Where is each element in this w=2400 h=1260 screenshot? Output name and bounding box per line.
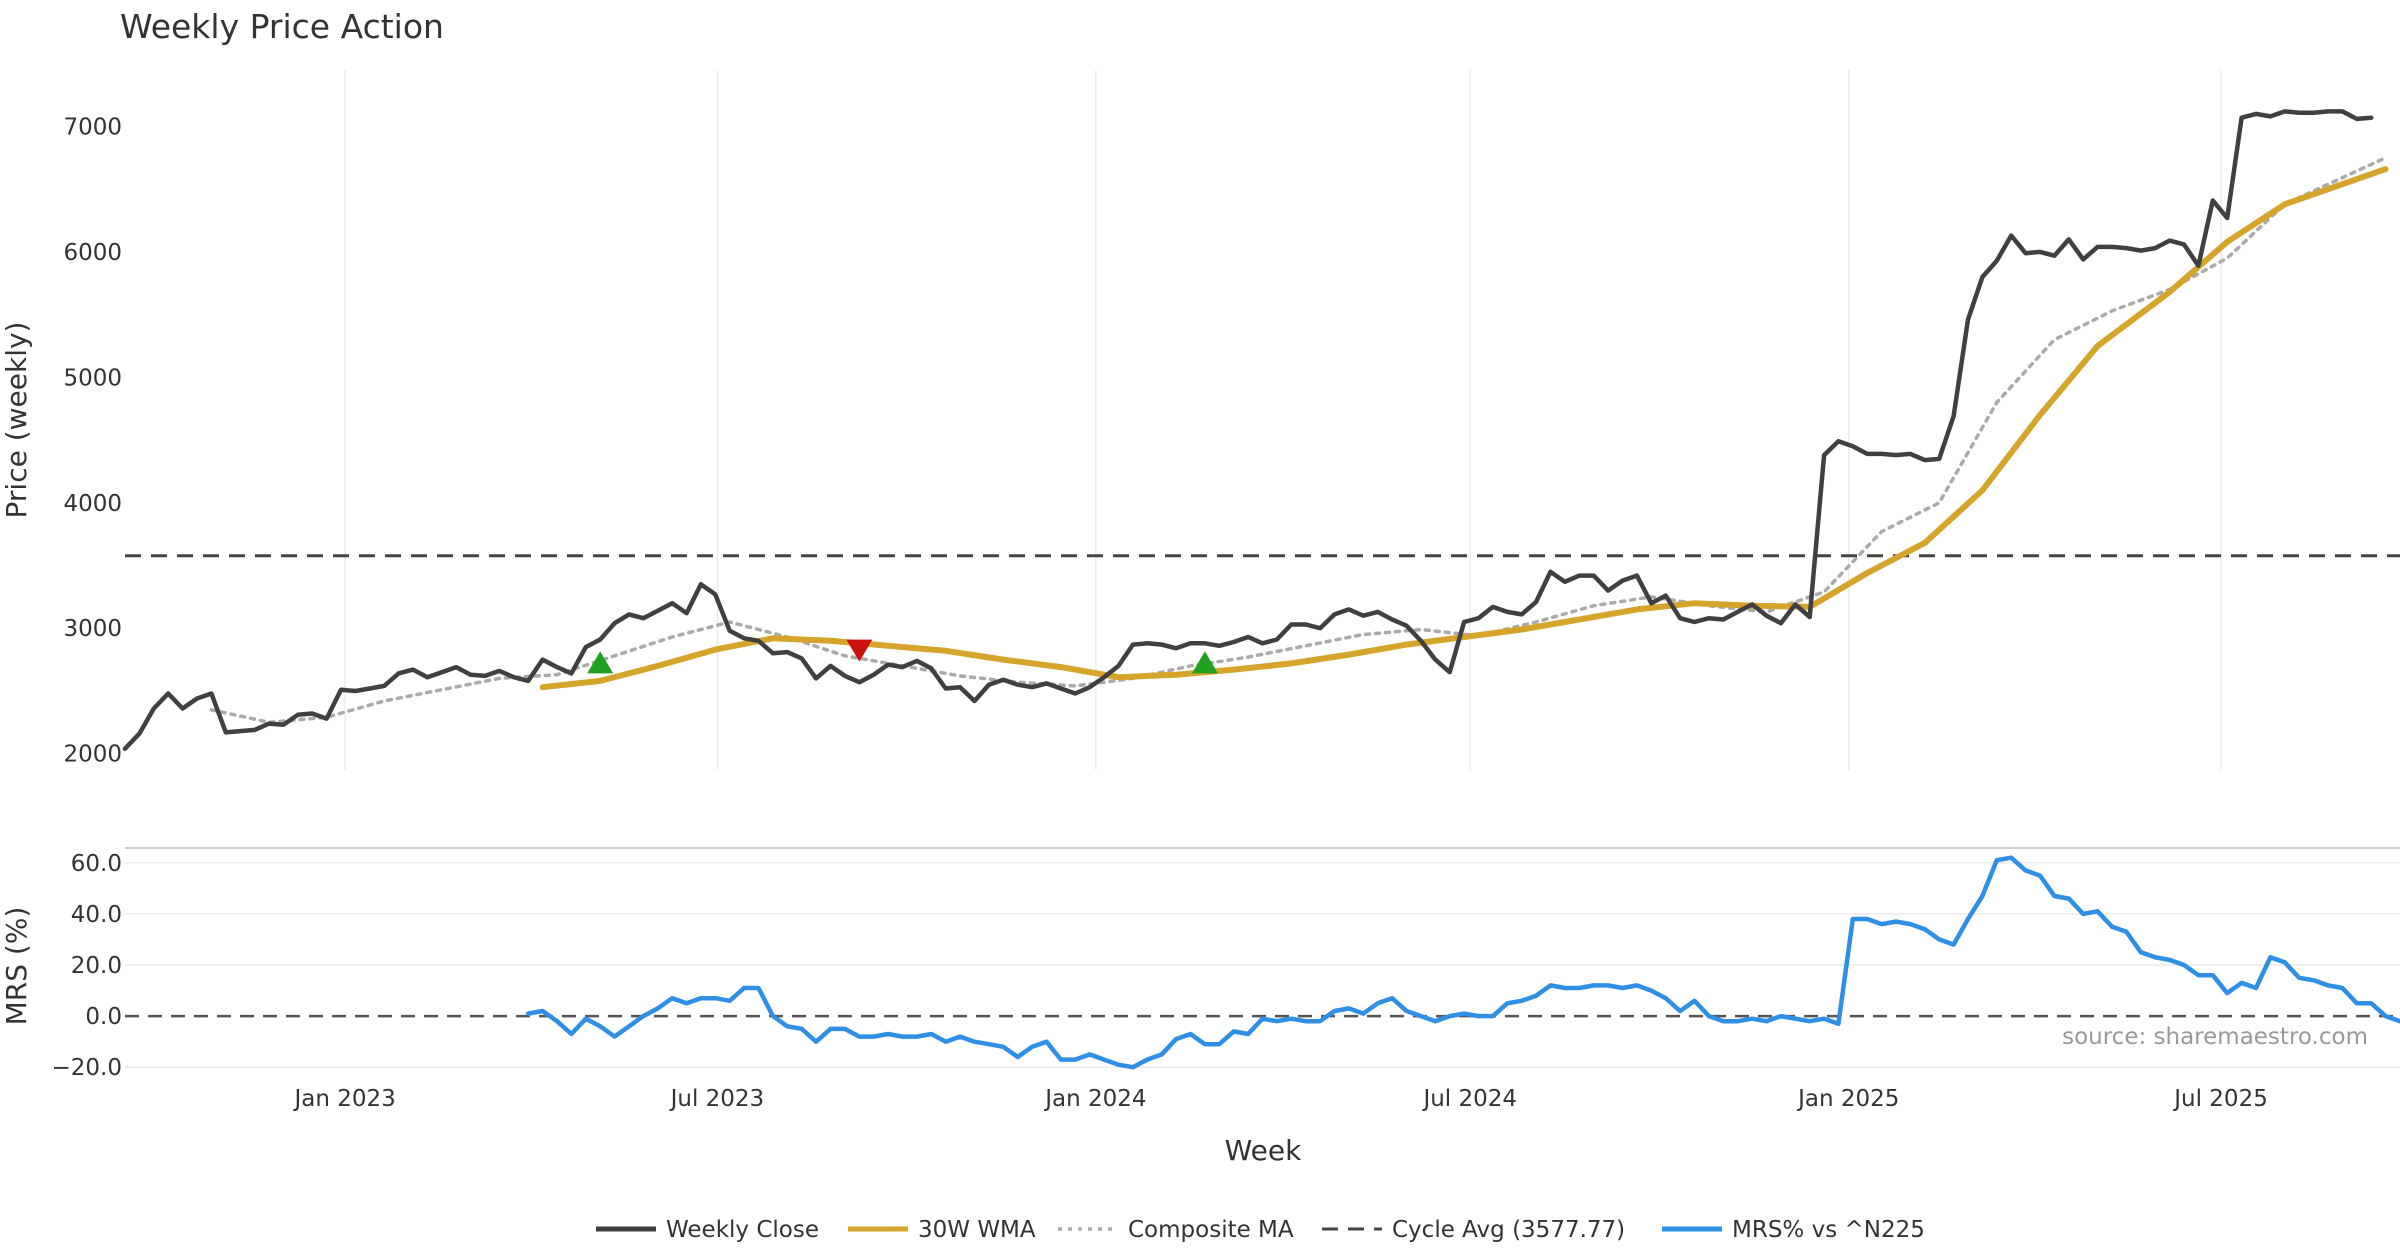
sell-signal-marker — [846, 639, 873, 662]
mrs-y-tick-label: 40.0 — [71, 902, 122, 928]
composite-ma-line — [209, 156, 2388, 725]
wma-line — [539, 166, 2389, 691]
mrs-y-axis-title: MRS (%) — [0, 907, 33, 1026]
mrs-line — [525, 855, 2400, 1070]
x-axis-title: Week — [1225, 1134, 1302, 1167]
mrs-y-tick-label: 20.0 — [71, 953, 122, 979]
chart-title: Weekly Price Action — [120, 7, 444, 46]
legend-item: MRS% vs ^N225 — [1662, 1217, 1925, 1243]
x-tick-label: Jan 2024 — [1043, 1086, 1146, 1112]
price-y-tick-label: 6000 — [63, 240, 122, 266]
legend-label: Cycle Avg (3577.77) — [1392, 1217, 1625, 1243]
x-tick-label: Jan 2023 — [292, 1086, 395, 1112]
legend-item: Composite MA — [1058, 1217, 1294, 1243]
x-tick-label: Jul 2023 — [669, 1086, 765, 1112]
legend-label: MRS% vs ^N225 — [1732, 1217, 1925, 1243]
buy-signal-marker — [587, 651, 614, 674]
price-y-tick-label: 2000 — [63, 742, 122, 768]
price-y-tick-label: 7000 — [63, 114, 122, 140]
price-y-tick-label: 4000 — [63, 491, 122, 517]
price-y-tick-label: 5000 — [63, 365, 122, 391]
legend-label: Weekly Close — [666, 1217, 819, 1243]
x-tick-label: Jul 2024 — [1421, 1086, 1517, 1112]
weekly-close-line — [122, 109, 2374, 751]
source-annotation: source: sharemaestro.com — [2062, 1024, 2368, 1050]
buy-signal-marker — [1191, 651, 1218, 674]
legend-item: Cycle Avg (3577.77) — [1322, 1217, 1625, 1243]
mrs-y-tick-label: 60.0 — [71, 851, 122, 877]
x-tick-label: Jul 2025 — [2172, 1086, 2268, 1112]
x-tick-label: Jan 2025 — [1796, 1086, 1899, 1112]
legend-item: Weekly Close — [596, 1217, 819, 1243]
mrs-y-tick-label: 0.0 — [85, 1004, 122, 1030]
mrs-y-tick-label: −20.0 — [52, 1055, 122, 1081]
price-y-axis-title: Price (weekly) — [0, 322, 33, 519]
legend-label: Composite MA — [1128, 1217, 1294, 1243]
legend-item: 30W WMA — [848, 1217, 1036, 1243]
price-y-tick-label: 3000 — [63, 616, 122, 642]
legend-label: 30W WMA — [918, 1217, 1036, 1243]
